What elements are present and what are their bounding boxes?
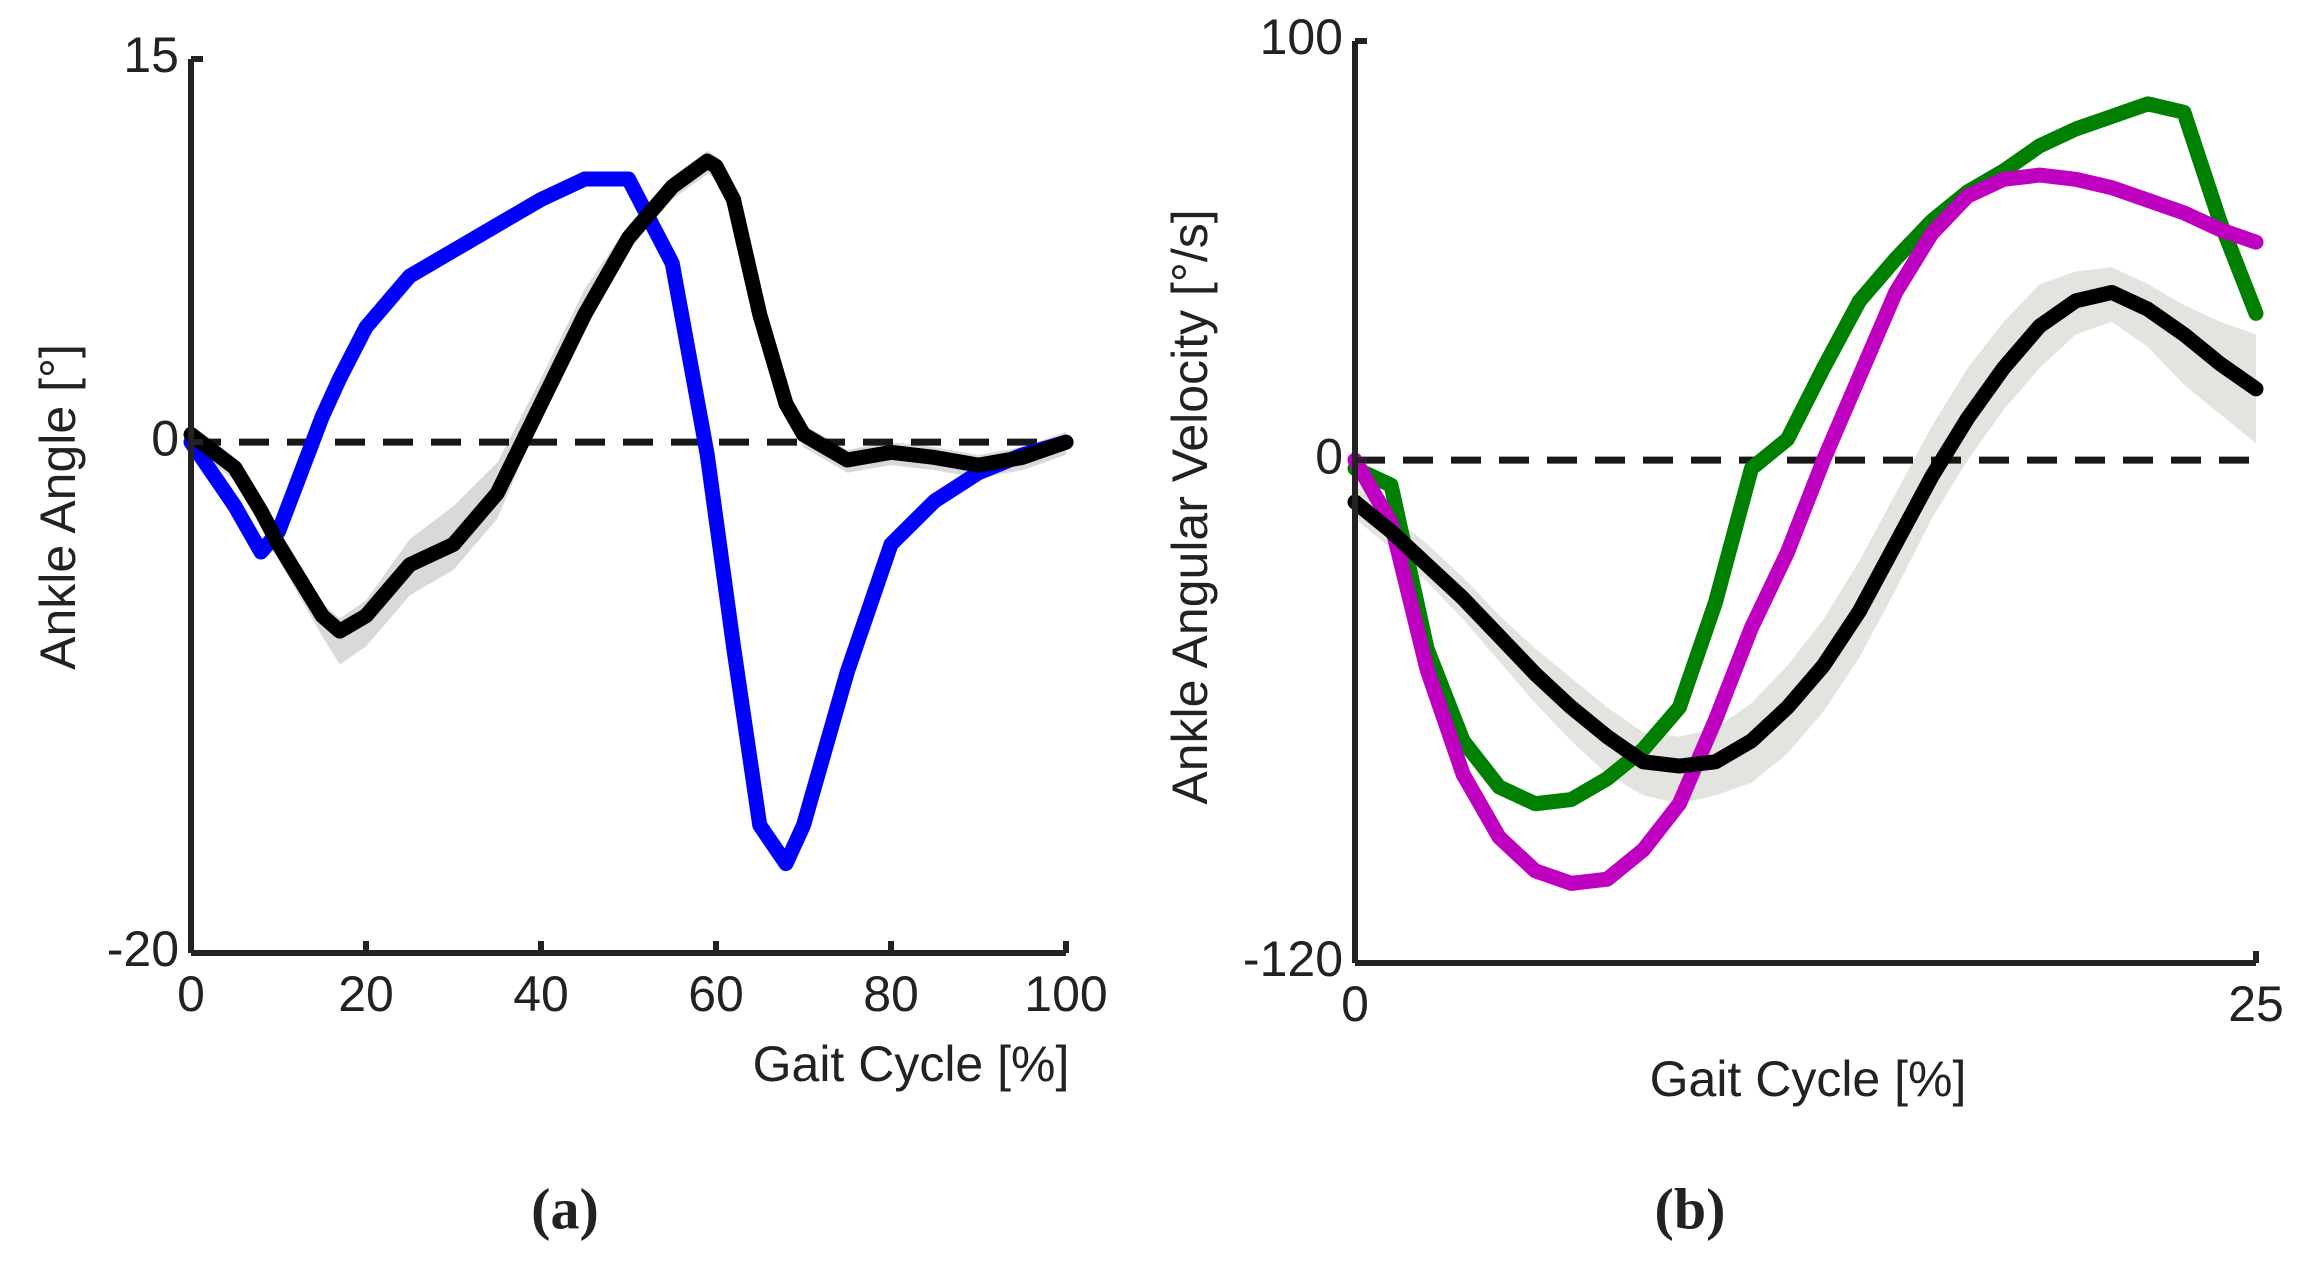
y-tick-label: -120 [1243,931,1343,987]
series-line [1347,96,2264,812]
x-tick-label: 0 [177,966,205,1022]
y-tick-label: 100 [1260,9,1343,65]
y-tick-label: -20 [107,921,179,977]
band [1355,267,2256,804]
y-axis-title: Ankle Angular Velocity [°/s] [1162,209,1218,804]
series-line [1347,284,2264,774]
x-axis-title: Gait Cycle [%] [1650,1051,1967,1107]
x-tick-label: 60 [688,966,744,1022]
x-tick-label: 20 [338,966,394,1022]
x-tick-label: 0 [1341,976,1369,1032]
x-tick-label: 40 [513,966,569,1022]
y-tick-label: 0 [151,410,179,466]
x-tick-label: 25 [2228,976,2284,1032]
x-tick-label: 80 [863,966,919,1022]
panel-label: (b) [1655,1176,1726,1241]
y-tick-label: 15 [123,27,179,83]
x-axis-title: Gait Cycle [%] [753,1036,1070,1092]
y-tick-label: 0 [1315,428,1343,484]
panel-label: (a) [531,1176,599,1241]
y-axis-title: Ankle Angle [°] [30,344,86,670]
x-tick-label: 100 [1024,966,1107,1022]
series-line [183,171,1074,872]
series-line [1347,167,2264,891]
series-line [183,153,1074,639]
